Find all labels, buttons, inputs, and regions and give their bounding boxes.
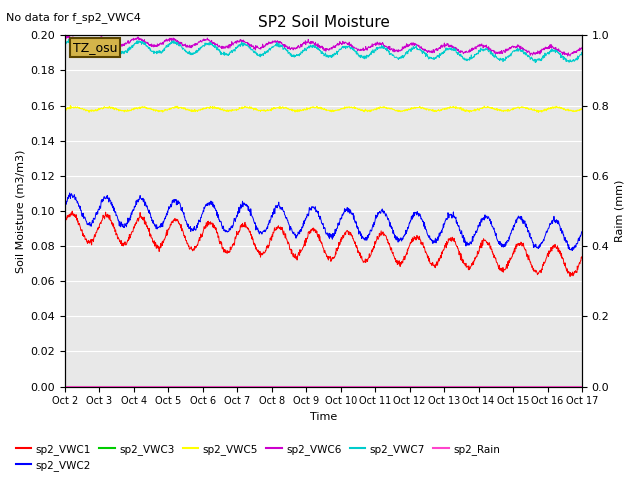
Legend: sp2_VWC1, sp2_VWC2, sp2_VWC3, sp2_VWC5, sp2_VWC6, sp2_VWC7, sp2_Rain: sp2_VWC1, sp2_VWC2, sp2_VWC3, sp2_VWC5, … [12, 439, 504, 475]
Title: SP2 Soil Moisture: SP2 Soil Moisture [257, 15, 389, 30]
Y-axis label: Soil Moisture (m3/m3): Soil Moisture (m3/m3) [15, 149, 25, 273]
Text: No data for f_sp2_VWC4: No data for f_sp2_VWC4 [6, 12, 141, 23]
Y-axis label: Raim (mm): Raim (mm) [615, 180, 625, 242]
Text: TZ_osu: TZ_osu [73, 41, 117, 54]
X-axis label: Time: Time [310, 412, 337, 422]
